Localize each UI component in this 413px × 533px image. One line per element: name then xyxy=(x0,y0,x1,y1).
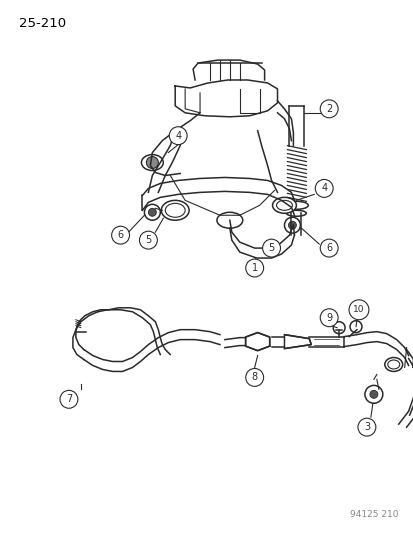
Ellipse shape xyxy=(216,212,242,228)
Circle shape xyxy=(245,259,263,277)
Text: 10: 10 xyxy=(352,305,364,314)
Text: 8: 8 xyxy=(251,373,257,382)
Polygon shape xyxy=(245,333,269,351)
Circle shape xyxy=(320,100,337,118)
Circle shape xyxy=(348,300,368,320)
Circle shape xyxy=(369,390,377,398)
Circle shape xyxy=(284,217,300,233)
Circle shape xyxy=(112,226,129,244)
Text: 1: 1 xyxy=(251,263,257,273)
Circle shape xyxy=(357,418,375,436)
Circle shape xyxy=(148,208,156,216)
Circle shape xyxy=(139,231,157,249)
Circle shape xyxy=(288,221,296,229)
Text: 6: 6 xyxy=(117,230,123,240)
Circle shape xyxy=(364,385,382,403)
Ellipse shape xyxy=(286,211,306,216)
Text: 94125 210: 94125 210 xyxy=(349,510,398,519)
Ellipse shape xyxy=(384,358,402,372)
Text: 4: 4 xyxy=(175,131,181,141)
Text: 25-210: 25-210 xyxy=(19,17,66,30)
Text: 5: 5 xyxy=(145,235,151,245)
Text: 5: 5 xyxy=(268,243,274,253)
Circle shape xyxy=(349,321,361,333)
Circle shape xyxy=(146,157,158,168)
Polygon shape xyxy=(284,335,311,349)
Circle shape xyxy=(169,127,187,144)
Circle shape xyxy=(144,204,160,220)
Text: 9: 9 xyxy=(325,313,332,323)
Circle shape xyxy=(332,322,344,334)
Text: 7: 7 xyxy=(66,394,72,405)
Circle shape xyxy=(245,368,263,386)
Text: 3: 3 xyxy=(363,422,369,432)
Text: 4: 4 xyxy=(320,183,327,193)
Ellipse shape xyxy=(161,200,189,220)
Ellipse shape xyxy=(284,201,308,209)
Circle shape xyxy=(60,390,78,408)
Circle shape xyxy=(320,309,337,327)
Circle shape xyxy=(262,239,280,257)
Text: 6: 6 xyxy=(325,243,332,253)
Ellipse shape xyxy=(141,155,163,171)
Ellipse shape xyxy=(272,197,296,213)
Circle shape xyxy=(315,180,332,197)
Text: 2: 2 xyxy=(325,104,332,114)
Circle shape xyxy=(320,239,337,257)
